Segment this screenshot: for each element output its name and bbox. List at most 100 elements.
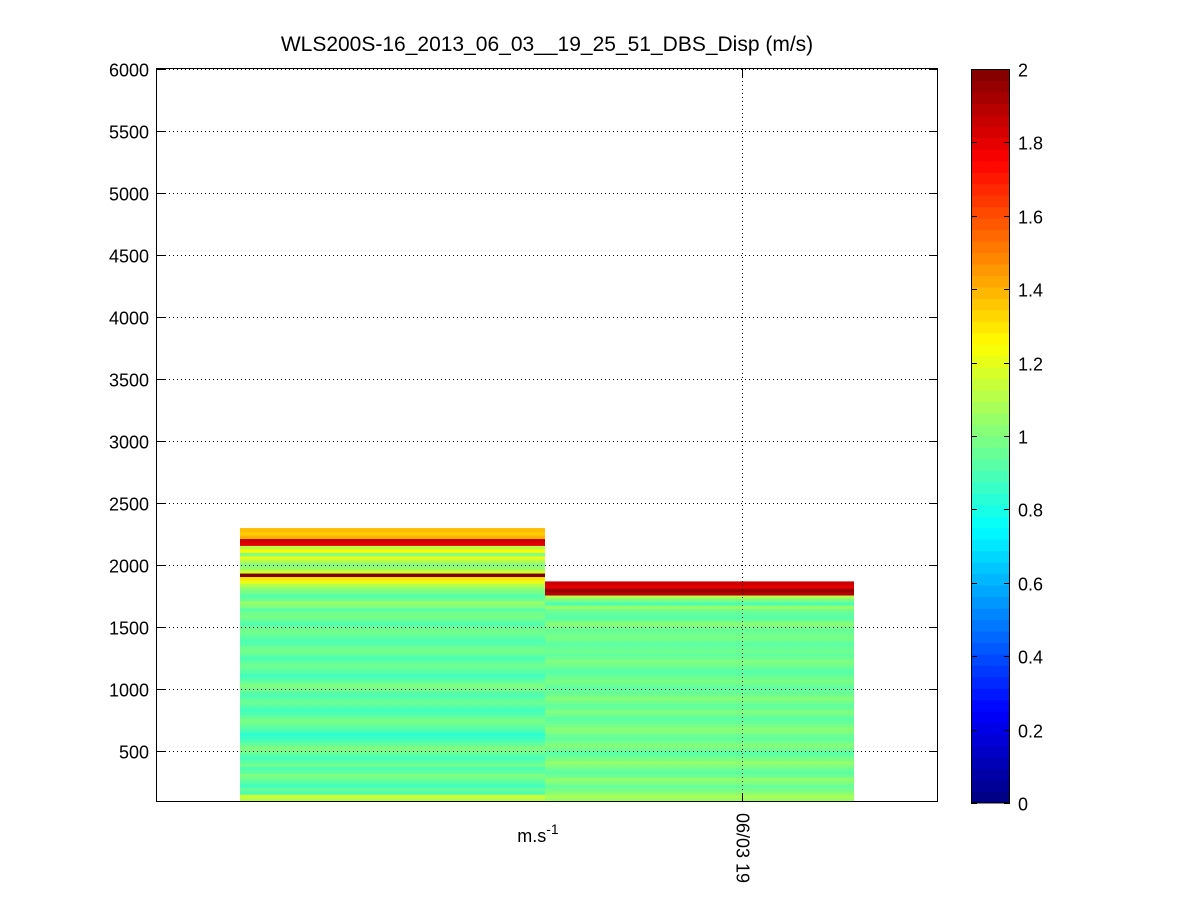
heatmap-cell	[240, 593, 545, 598]
colorbar-tick-label: 1.8	[1018, 134, 1043, 154]
heatmap-cell	[545, 730, 854, 735]
heatmap-cell	[545, 790, 854, 795]
colorbar-segment	[971, 630, 1010, 643]
colorbar-segment	[971, 585, 1010, 598]
colorbar-segment	[971, 80, 1010, 93]
x-tick-label: 06/03 19	[733, 813, 753, 883]
heatmap-cell	[240, 666, 545, 671]
colorbar-segment	[971, 619, 1010, 632]
colorbar-segment	[971, 252, 1010, 265]
heatmap-cell	[545, 733, 854, 738]
heatmap-cell	[240, 766, 545, 771]
colorbar-segment	[971, 114, 1010, 127]
heatmap-cell	[545, 652, 854, 657]
heatmap-cell	[545, 618, 854, 623]
heatmap-cell	[240, 552, 545, 557]
colorbar-segment	[971, 676, 1010, 689]
heatmap-cell	[240, 621, 545, 626]
heatmap-cell	[240, 714, 545, 719]
heatmap-cell	[545, 645, 854, 650]
heatmap-cell	[240, 572, 545, 578]
colorbar-segment	[971, 504, 1010, 517]
heatmap-cell	[545, 713, 854, 718]
heatmap-cell	[240, 721, 545, 726]
heatmap-cell	[545, 642, 854, 647]
heatmap-cell	[240, 728, 545, 733]
heatmap-cell	[240, 686, 545, 692]
heatmap-cell	[240, 697, 545, 702]
heatmap-cell	[545, 736, 854, 741]
colorbar-segment	[971, 539, 1010, 552]
heatmap-cell	[545, 773, 854, 778]
colorbar-segment	[971, 665, 1010, 678]
heatmap-cell	[545, 591, 854, 596]
heatmap-cell	[240, 638, 545, 643]
colorbar-tick-label: 1.2	[1018, 355, 1043, 375]
heatmap-cell	[240, 680, 545, 685]
colorbar-segment	[971, 126, 1010, 139]
colorbar-segment	[971, 298, 1010, 311]
heatmap-cell	[545, 682, 854, 687]
heatmap-cell	[240, 555, 545, 560]
plot-area-frame	[156, 68, 938, 802]
heatmap-cell	[240, 648, 545, 654]
x-axis-label: m.s-1	[517, 821, 559, 846]
colorbar: 0 0.2 0.4 0.6 0.8 1 1.2 1.4 1.6 1.8 2	[971, 61, 1043, 815]
heatmap-cell	[240, 731, 545, 736]
heatmap-cell	[240, 597, 545, 602]
heatmap-cell	[545, 584, 854, 589]
colorbar-tick-label: 0.8	[1018, 501, 1043, 521]
heatmap-cell	[240, 794, 545, 799]
colorbar-segment	[971, 218, 1010, 231]
heatmap-cell	[240, 610, 545, 616]
heatmap-cell	[545, 740, 854, 745]
heatmap-cell	[545, 665, 854, 670]
colorbar-tick-label: 0	[1018, 795, 1028, 815]
heatmap-cell	[240, 579, 545, 584]
heatmap-cell	[545, 699, 854, 704]
colorbar-segment	[971, 550, 1010, 563]
heatmap-cell	[240, 586, 545, 591]
heatmap-cell	[240, 607, 545, 612]
heatmap-cell	[240, 583, 545, 588]
heatmap-cell	[240, 762, 545, 768]
colorbar-segment	[971, 390, 1010, 403]
heatmap-cell	[545, 767, 854, 772]
colorbar-segment	[971, 458, 1010, 471]
heatmap-cell	[240, 683, 545, 688]
colorbar-segment	[971, 562, 1010, 575]
y-axis: 500 1000 1500 2000 2500 3000 3500 4000 4500 5000 5…	[109, 61, 937, 763]
heatmap-cell	[545, 753, 854, 758]
y-tick-label: 2000	[109, 557, 149, 577]
heatmap-cell	[240, 655, 545, 660]
colorbar-tick-label: 1	[1018, 428, 1028, 448]
heatmap-cell	[545, 757, 854, 762]
colorbar-segment	[971, 527, 1010, 540]
heatmap-cell	[240, 541, 545, 546]
heatmap-cell	[240, 742, 545, 747]
heatmap-cell	[240, 624, 545, 629]
chart-title: WLS200S-16_2013_06_03__19_25_51_DBS_Disp…	[281, 33, 813, 56]
colorbar-segment	[971, 573, 1010, 586]
colorbar-segment	[971, 401, 1010, 414]
colorbar-segment	[971, 481, 1010, 494]
heatmap-cell	[240, 787, 545, 792]
heatmap-cell	[240, 711, 545, 716]
y-tick-label: 500	[119, 743, 149, 763]
colorbar-segment	[971, 286, 1010, 299]
heatmap-cell	[545, 594, 854, 599]
heatmap-cell	[240, 756, 545, 761]
y-tick-label: 5000	[109, 185, 149, 205]
colorbar-segment	[971, 757, 1010, 770]
colorbar-segment	[971, 413, 1010, 426]
heatmap-cell	[240, 724, 545, 730]
heatmap-cell	[545, 743, 854, 748]
colorbar-segment	[971, 653, 1010, 666]
heatmap-cell	[545, 605, 854, 610]
colorbar-tick-label: 1.6	[1018, 208, 1043, 228]
heatmap-cell	[240, 745, 545, 750]
heatmap-cell	[240, 566, 545, 571]
heatmap-cell	[240, 773, 545, 778]
heatmap-cell	[240, 628, 545, 633]
